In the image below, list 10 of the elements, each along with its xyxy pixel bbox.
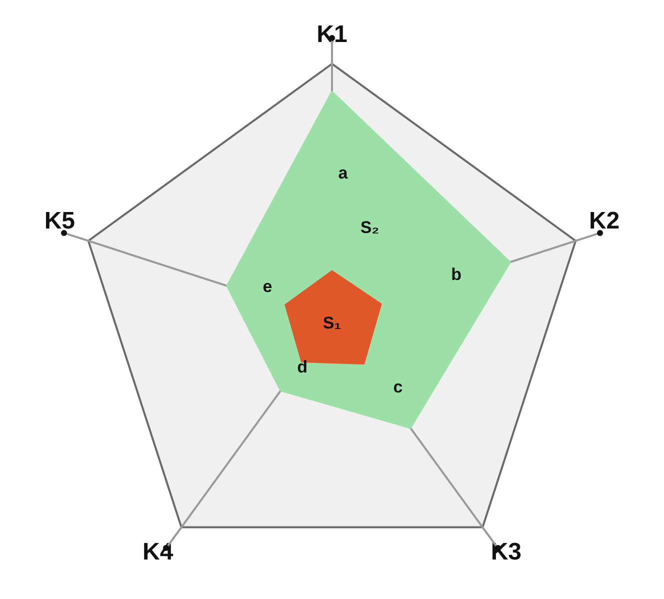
text: e [262, 277, 272, 296]
text: c [393, 377, 403, 396]
text: d [297, 358, 308, 377]
series-label: S₁ [322, 314, 342, 333]
text: a [338, 163, 348, 182]
spoke-label: K1 [316, 21, 348, 48]
text: b [451, 264, 462, 284]
spoke-label: K5 [44, 208, 76, 235]
spoke-label: K2 [588, 208, 620, 235]
series-label: S₂ [360, 218, 380, 237]
